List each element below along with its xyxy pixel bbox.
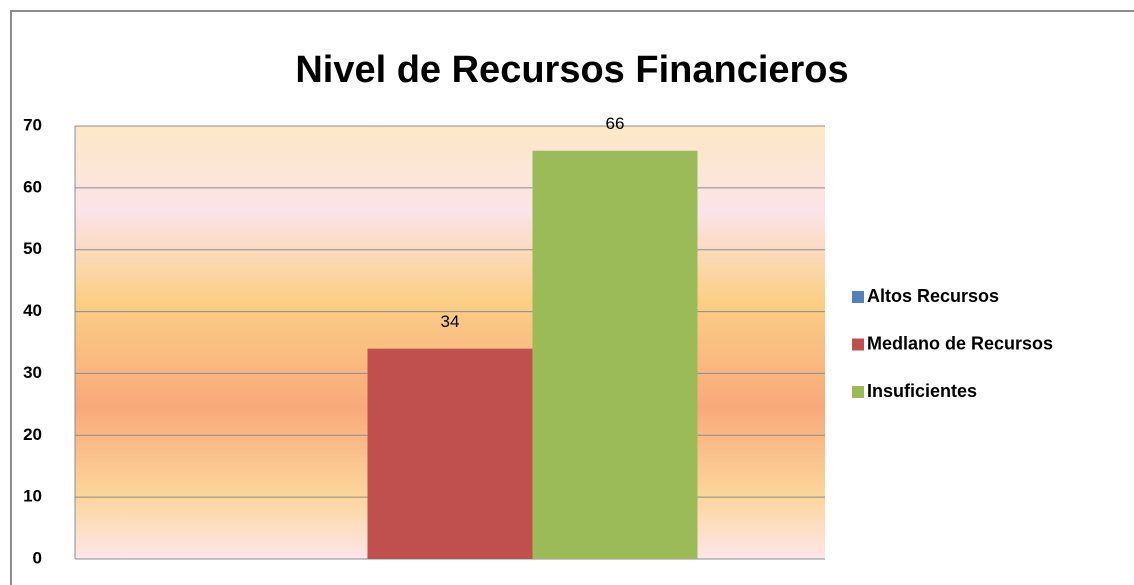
y-tick-label: 10 <box>23 487 42 506</box>
y-tick-label: 60 <box>23 177 42 196</box>
y-tick-label: 30 <box>23 363 42 382</box>
y-tick-label: 40 <box>23 301 42 320</box>
y-tick-label: 70 <box>23 115 42 134</box>
data-label: 34 <box>441 312 460 331</box>
bar <box>367 348 533 559</box>
legend-label: Medlano de Recursos <box>867 333 1053 353</box>
legend-swatch <box>852 291 864 303</box>
y-tick-label: 20 <box>23 425 42 444</box>
legend-swatch <box>852 386 864 398</box>
y-tick-label: 50 <box>23 239 42 258</box>
bar <box>532 150 698 559</box>
data-label: 66 <box>606 114 625 133</box>
chart-title: Nivel de Recursos Financieros <box>295 49 848 91</box>
legend-label: Altos Recursos <box>867 286 999 306</box>
y-tick-label: 0 <box>33 548 42 567</box>
legend-swatch <box>852 338 864 351</box>
legend-label: Insuficientes <box>867 381 977 401</box>
